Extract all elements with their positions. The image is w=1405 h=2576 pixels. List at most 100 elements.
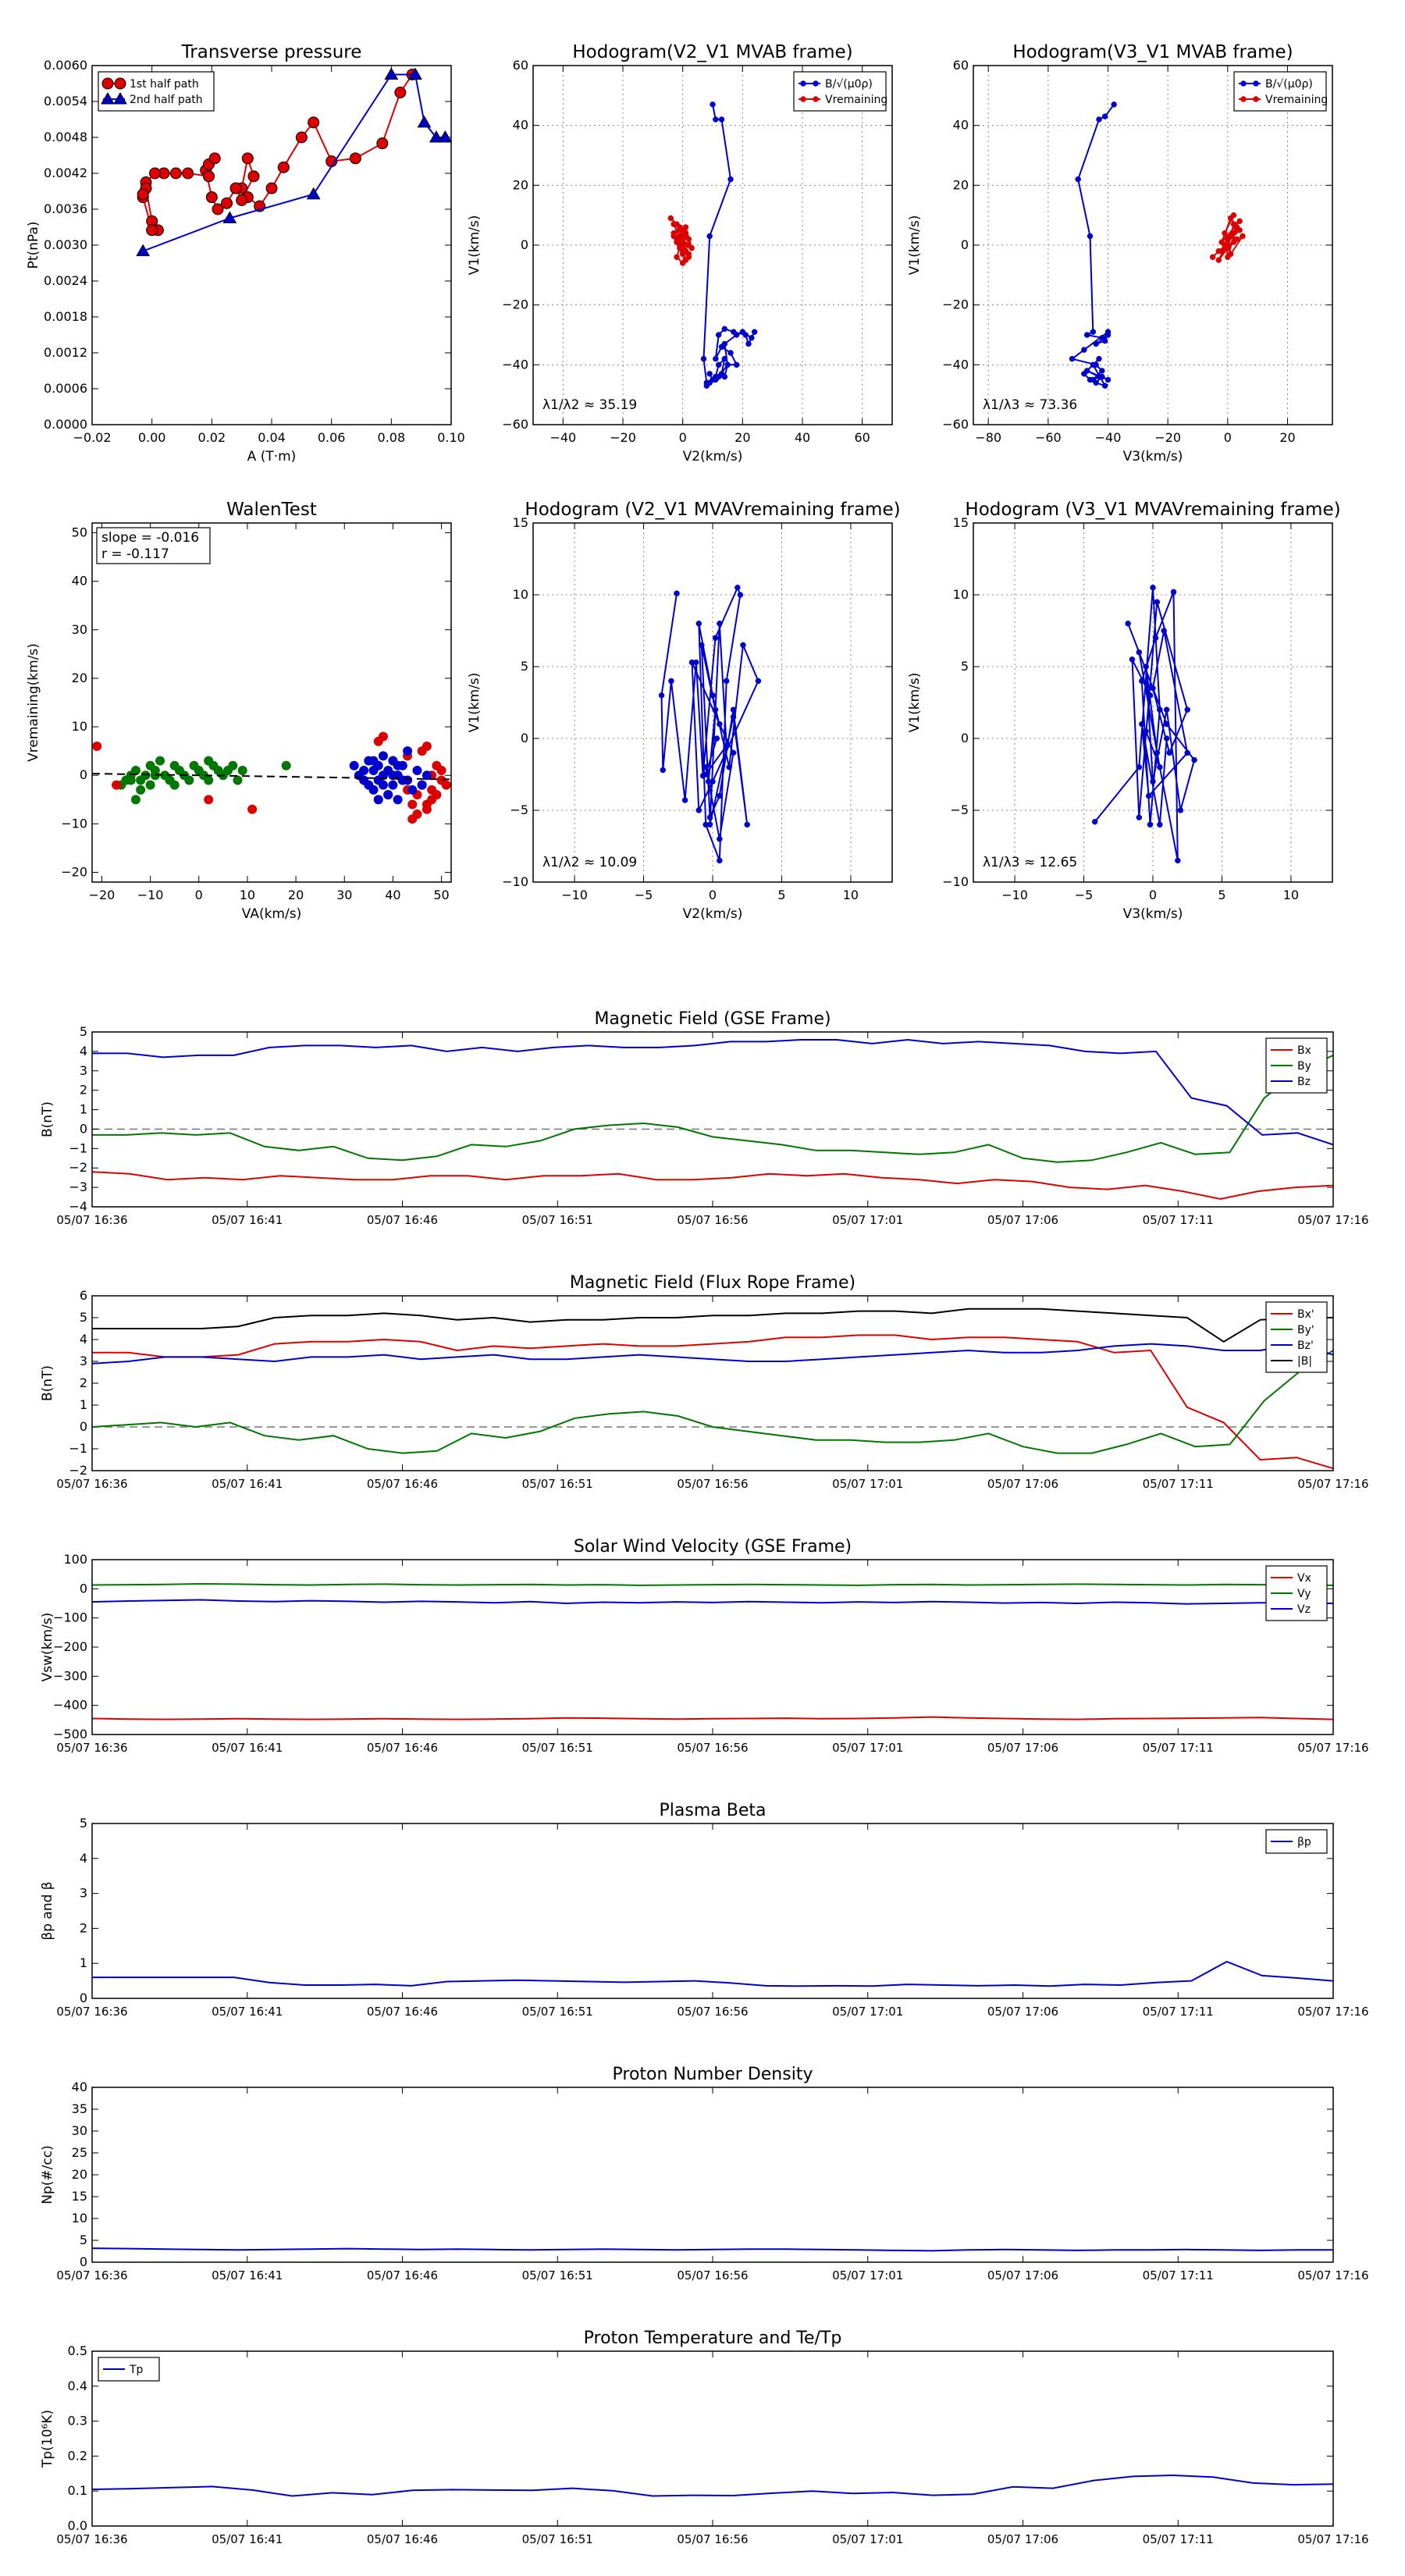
legend-marker <box>1253 80 1259 87</box>
series-line <box>92 1350 1333 1454</box>
data-point <box>184 775 194 785</box>
data-point <box>710 692 716 699</box>
data-point <box>717 857 723 864</box>
y-tick-label: 25 <box>72 2145 87 2160</box>
y-tick-label: −20 <box>942 297 969 312</box>
x-tick-label: 05/07 17:16 <box>1297 2005 1368 2019</box>
x-tick-label: 0.02 <box>198 430 226 445</box>
axes-frame <box>532 65 893 425</box>
data-point <box>660 767 667 774</box>
x-tick-label: 05/07 16:51 <box>522 2532 593 2546</box>
x-tick-label: 0.00 <box>138 430 166 445</box>
data-point <box>1150 778 1156 785</box>
data-point <box>368 785 379 795</box>
data-point <box>702 771 709 777</box>
data-point <box>412 809 422 819</box>
legend-label: Bx' <box>1297 1308 1314 1321</box>
x-tick-label: 0.10 <box>437 430 465 445</box>
series-line <box>92 1582 1333 1586</box>
legend-label: 2nd half path <box>130 94 203 106</box>
data-point <box>1225 254 1231 261</box>
x-tick-label: 05/07 16:36 <box>56 1741 127 1755</box>
series-line <box>92 1599 1333 1605</box>
data-point <box>383 790 393 800</box>
axes-frame <box>91 2350 1334 2527</box>
legend-marker <box>1253 96 1259 102</box>
y-tick-label: 40 <box>72 574 87 589</box>
data-point <box>721 326 728 333</box>
chart-title: Transverse pressure <box>181 42 362 62</box>
y-tick-label: 0.3 <box>68 2414 87 2428</box>
x-tick-label: −20 <box>610 430 636 445</box>
data-point <box>1136 649 1143 656</box>
legend-marker <box>813 96 819 102</box>
data-point <box>140 770 151 781</box>
y-tick-label: −10 <box>61 816 87 831</box>
data-point <box>204 795 214 805</box>
data-point <box>247 804 258 814</box>
data-point <box>1236 218 1243 225</box>
x-tick-label: 05/07 17:16 <box>1297 1213 1368 1227</box>
legend-label: Vz <box>1297 1603 1311 1616</box>
data-point <box>1184 749 1190 756</box>
fit-line <box>92 773 451 781</box>
x-tick-label: −0.02 <box>73 430 111 445</box>
y-tick-label: 0 <box>961 237 969 252</box>
data-point <box>1129 656 1136 663</box>
data-point <box>237 766 247 776</box>
data-point <box>203 170 215 183</box>
y-tick-label: 0.0048 <box>44 130 87 144</box>
y-tick-label: 0.0060 <box>44 58 87 73</box>
data-point <box>1191 756 1197 763</box>
legend-label: Tp <box>129 2364 144 2376</box>
y-tick-label: 0.0012 <box>44 345 87 360</box>
data-point <box>1139 678 1145 685</box>
series-line <box>92 1334 1333 1470</box>
data-point <box>1093 340 1099 347</box>
data-point <box>688 245 695 251</box>
data-point <box>682 224 689 230</box>
y-tick-label: −5 <box>510 802 528 817</box>
x-tick-label: 05/07 16:36 <box>56 2532 127 2546</box>
x-tick-label: 05/07 16:36 <box>56 1213 127 1227</box>
y-axis-label: V1(km/s) <box>907 673 923 733</box>
y-tick-label: 6 <box>80 1288 87 1303</box>
data-point <box>1170 589 1177 596</box>
x-tick-label: 05/07 17:11 <box>1143 2005 1214 2019</box>
data-point <box>137 188 149 201</box>
data-point <box>130 795 140 805</box>
x-tick-label: 5 <box>777 888 785 902</box>
y-tick-label: 35 <box>72 2101 87 2116</box>
data-point <box>438 130 451 143</box>
chart-title: Proton Temperature and Te/Tp <box>584 2329 842 2348</box>
ratio-annotation: λ1/λ3 ≈ 73.36 <box>983 397 1077 413</box>
x-tick-label: −80 <box>975 430 1001 445</box>
x-tick-label: 05/07 17:06 <box>987 2268 1058 2282</box>
y-tick-label: 4 <box>80 1851 87 1866</box>
x-tick-label: 05/07 16:46 <box>367 2532 438 2546</box>
y-tick-label: 2 <box>80 1920 87 1935</box>
y-tick-label: 20 <box>513 177 528 192</box>
y-tick-label: −2 <box>69 1463 87 1478</box>
x-tick-label: 30 <box>336 888 352 902</box>
data-point <box>712 706 719 713</box>
y-tick-label: 30 <box>72 2123 87 2138</box>
x-tick-label: 05/07 17:11 <box>1143 2532 1214 2546</box>
data-point <box>1087 376 1094 383</box>
data-point <box>1139 720 1145 728</box>
series-line <box>92 1716 1333 1720</box>
data-point <box>378 751 388 761</box>
data-point <box>1161 628 1167 634</box>
data-point <box>349 152 361 165</box>
data-point <box>130 766 140 776</box>
y-tick-label: 0 <box>80 1419 87 1434</box>
data-point <box>718 343 725 350</box>
data-point <box>1163 720 1170 728</box>
legend-label: Bz' <box>1297 1340 1314 1352</box>
x-tick-label: 05/07 17:01 <box>832 1741 903 1755</box>
data-point <box>751 329 758 335</box>
series-line <box>702 104 756 386</box>
legend-label: Vx <box>1297 1572 1311 1585</box>
data-point <box>408 67 422 80</box>
chart-beta: Plasma Beta 05/07 16:36 05/07 16:41 05/07 1… <box>40 1801 1369 2019</box>
